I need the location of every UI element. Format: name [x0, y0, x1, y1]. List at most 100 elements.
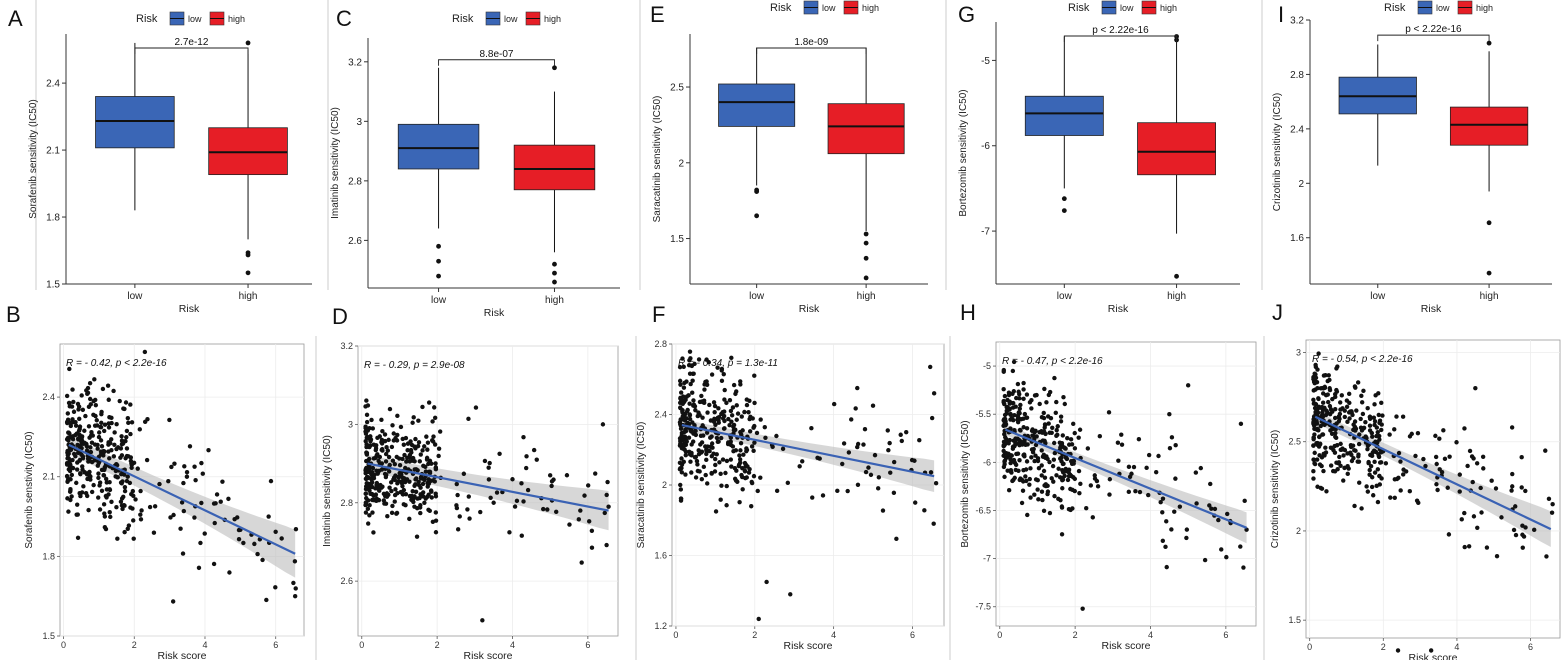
scatter-point — [1052, 440, 1057, 446]
scatter-point — [379, 417, 384, 423]
scatter-point — [845, 488, 850, 494]
scatter-point — [411, 415, 416, 420]
scatter-point — [1027, 482, 1032, 487]
scatter-point — [1163, 544, 1168, 550]
scatter-point — [1352, 503, 1357, 509]
scatter-point — [412, 444, 417, 449]
scatter-point — [1169, 435, 1175, 440]
scatter-point — [367, 513, 372, 518]
panel-A: A Risk low high 1.5 1.8 2.1 2.4 low high Risk Soraf… — [8, 6, 312, 315]
scatter-point — [377, 488, 382, 493]
scatter-point — [1043, 482, 1049, 487]
scatter-point — [1001, 418, 1006, 423]
scatter-point — [1080, 606, 1085, 611]
scatter-point — [1025, 512, 1030, 518]
x-tick-label: 2 — [1381, 642, 1386, 652]
legend-title: Risk — [452, 13, 474, 25]
scatter-point — [293, 526, 299, 532]
scatter-point — [697, 469, 702, 474]
scatter-point — [97, 483, 102, 488]
scatter-point — [416, 482, 422, 488]
scatter-point — [376, 468, 382, 474]
y-tick-label: 2.6 — [348, 236, 362, 247]
scatter-point — [1126, 489, 1132, 495]
scatter-point — [831, 401, 837, 407]
scatter-point — [111, 454, 117, 459]
scatter-point — [1146, 452, 1152, 458]
scatter-point — [369, 470, 375, 475]
scatter-point — [724, 503, 729, 508]
scatter-point — [749, 444, 755, 449]
scatter-point — [774, 433, 779, 439]
scatter-point — [1184, 527, 1190, 532]
scatter-point — [418, 476, 424, 481]
x-tick-label: 2 — [752, 630, 757, 640]
scatter-point — [1054, 399, 1059, 405]
scatter-point — [114, 505, 119, 510]
scatter-point — [433, 461, 438, 466]
outlier-point — [1061, 208, 1067, 214]
scatter-point — [1011, 359, 1017, 365]
scatter-point — [416, 440, 422, 445]
scatter-point — [370, 426, 376, 431]
scatter-point — [1465, 463, 1470, 469]
x-axis-title: Risk — [799, 303, 820, 315]
scatter-point — [232, 516, 237, 522]
scatter-point — [1311, 443, 1316, 448]
scatter-point — [91, 398, 96, 404]
outlier-point — [552, 261, 557, 267]
x-axis-title: Risk — [179, 303, 200, 315]
scatter-point — [74, 480, 79, 486]
scatter-point — [410, 455, 416, 461]
panel-letter: G — [958, 2, 975, 27]
scatter-point — [1312, 450, 1317, 456]
scatter-point — [1320, 414, 1326, 419]
scatter-point — [731, 448, 736, 454]
scatter-point — [137, 427, 142, 432]
scatter-point — [106, 449, 111, 454]
scatter-point — [1092, 473, 1097, 478]
scatter-point — [1077, 490, 1082, 496]
scatter-point — [273, 529, 278, 534]
x-tick-label: 4 — [202, 640, 207, 650]
scatter-point — [1367, 416, 1373, 422]
scatter-point — [402, 452, 407, 458]
scatter-point — [690, 378, 695, 383]
scatter-point — [397, 470, 402, 476]
scatter-point — [740, 487, 745, 492]
scatter-point — [1396, 450, 1402, 456]
scatter-point — [122, 529, 127, 535]
scatter-point — [255, 551, 260, 557]
scatter-point — [1372, 470, 1378, 475]
scatter-point — [928, 470, 934, 475]
scatter-point — [731, 382, 737, 388]
scatter-point — [99, 488, 105, 494]
x-axis-title: Risk — [1421, 303, 1442, 315]
scatter-point — [410, 497, 415, 502]
scatter-point — [1013, 441, 1018, 447]
scatter-point — [192, 515, 197, 520]
scatter-point — [198, 540, 203, 546]
scatter-point — [96, 434, 102, 440]
scatter-point — [1470, 479, 1475, 485]
scatter-point — [108, 514, 113, 520]
scatter-point — [744, 397, 750, 402]
scatter-point — [75, 442, 80, 448]
scatter-point — [1021, 467, 1026, 473]
scatter-point — [682, 447, 687, 452]
scatter-point — [1374, 433, 1379, 439]
scatter-point — [466, 416, 471, 422]
scatter-point — [720, 410, 725, 415]
scatter-point — [600, 422, 606, 427]
scatter-point — [1036, 497, 1041, 502]
scatter-point — [1021, 380, 1026, 386]
scatter-point — [101, 502, 107, 507]
scatter-point — [366, 467, 372, 472]
scatter-point — [77, 432, 82, 438]
scatter-point — [1475, 525, 1480, 530]
scatter-point — [1021, 416, 1026, 421]
scatter-point — [120, 479, 125, 484]
scatter-point — [401, 442, 407, 447]
scatter-point — [861, 442, 866, 447]
scatter-point — [1052, 493, 1057, 499]
